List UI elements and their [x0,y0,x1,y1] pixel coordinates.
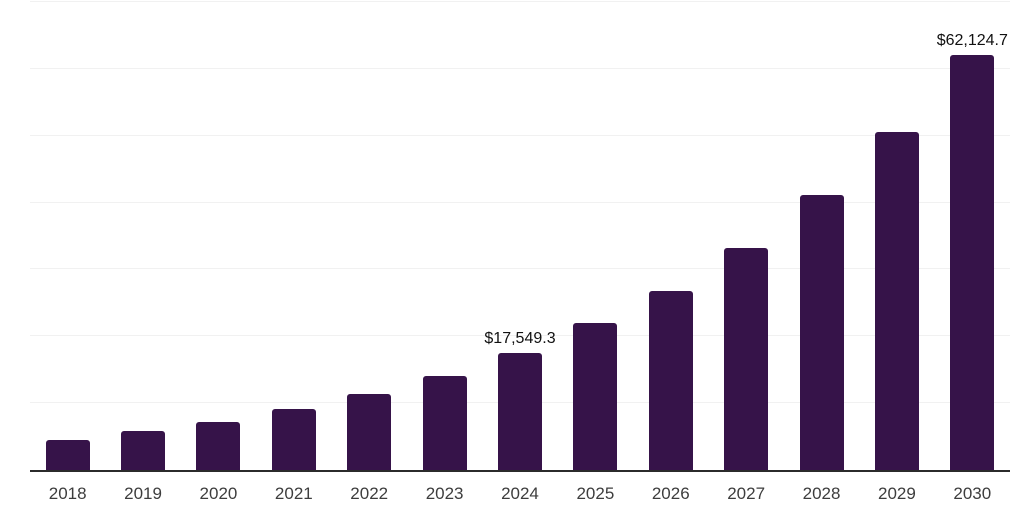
bar-2020 [196,422,241,470]
data-label-2024: $17,549.3 [484,329,556,347]
x-axis-label-2020: 2020 [199,484,238,503]
x-axis-label-2019: 2019 [124,484,162,503]
x-axis-label-2025: 2025 [576,484,615,503]
x-axis-label-2021: 2021 [274,484,313,503]
bar-2019 [121,431,166,470]
x-axis-label-2027: 2027 [727,484,766,503]
bar-2030 [950,54,995,470]
bar-2023 [422,376,467,470]
gridline-30000 [30,268,1010,270]
bar-2028 [799,195,844,470]
bar-2022 [347,394,392,470]
gridline-50000 [30,134,1010,136]
gridline-60000 [30,67,1010,69]
bar-2029 [874,132,919,470]
gridline-40000 [30,201,1010,203]
gridline-70000 [30,1,1010,2]
gridline-20000 [30,335,1010,337]
plot-area: $17,549.3 $62,124.7 [30,1,1010,472]
bar-2027 [724,248,769,470]
bar-2024 [498,352,542,470]
bar-2026 [648,290,693,470]
x-axis-label-2024: 2024 [501,484,539,503]
x-axis-label-2018: 2018 [48,484,87,503]
bar-2018 [45,440,90,470]
bar-2025 [573,323,618,470]
x-axis-label-2030: 2030 [953,484,992,503]
x-axis-label-2026: 2026 [651,484,690,503]
x-axis-label-2028: 2028 [802,484,841,503]
bar-2021 [271,409,316,470]
x-axis-label-2022: 2022 [350,484,389,503]
x-axis-label-2029: 2029 [877,484,916,503]
x-axis-label-2023: 2023 [425,484,464,503]
data-label-2030: $62,124.7 [936,31,1008,49]
